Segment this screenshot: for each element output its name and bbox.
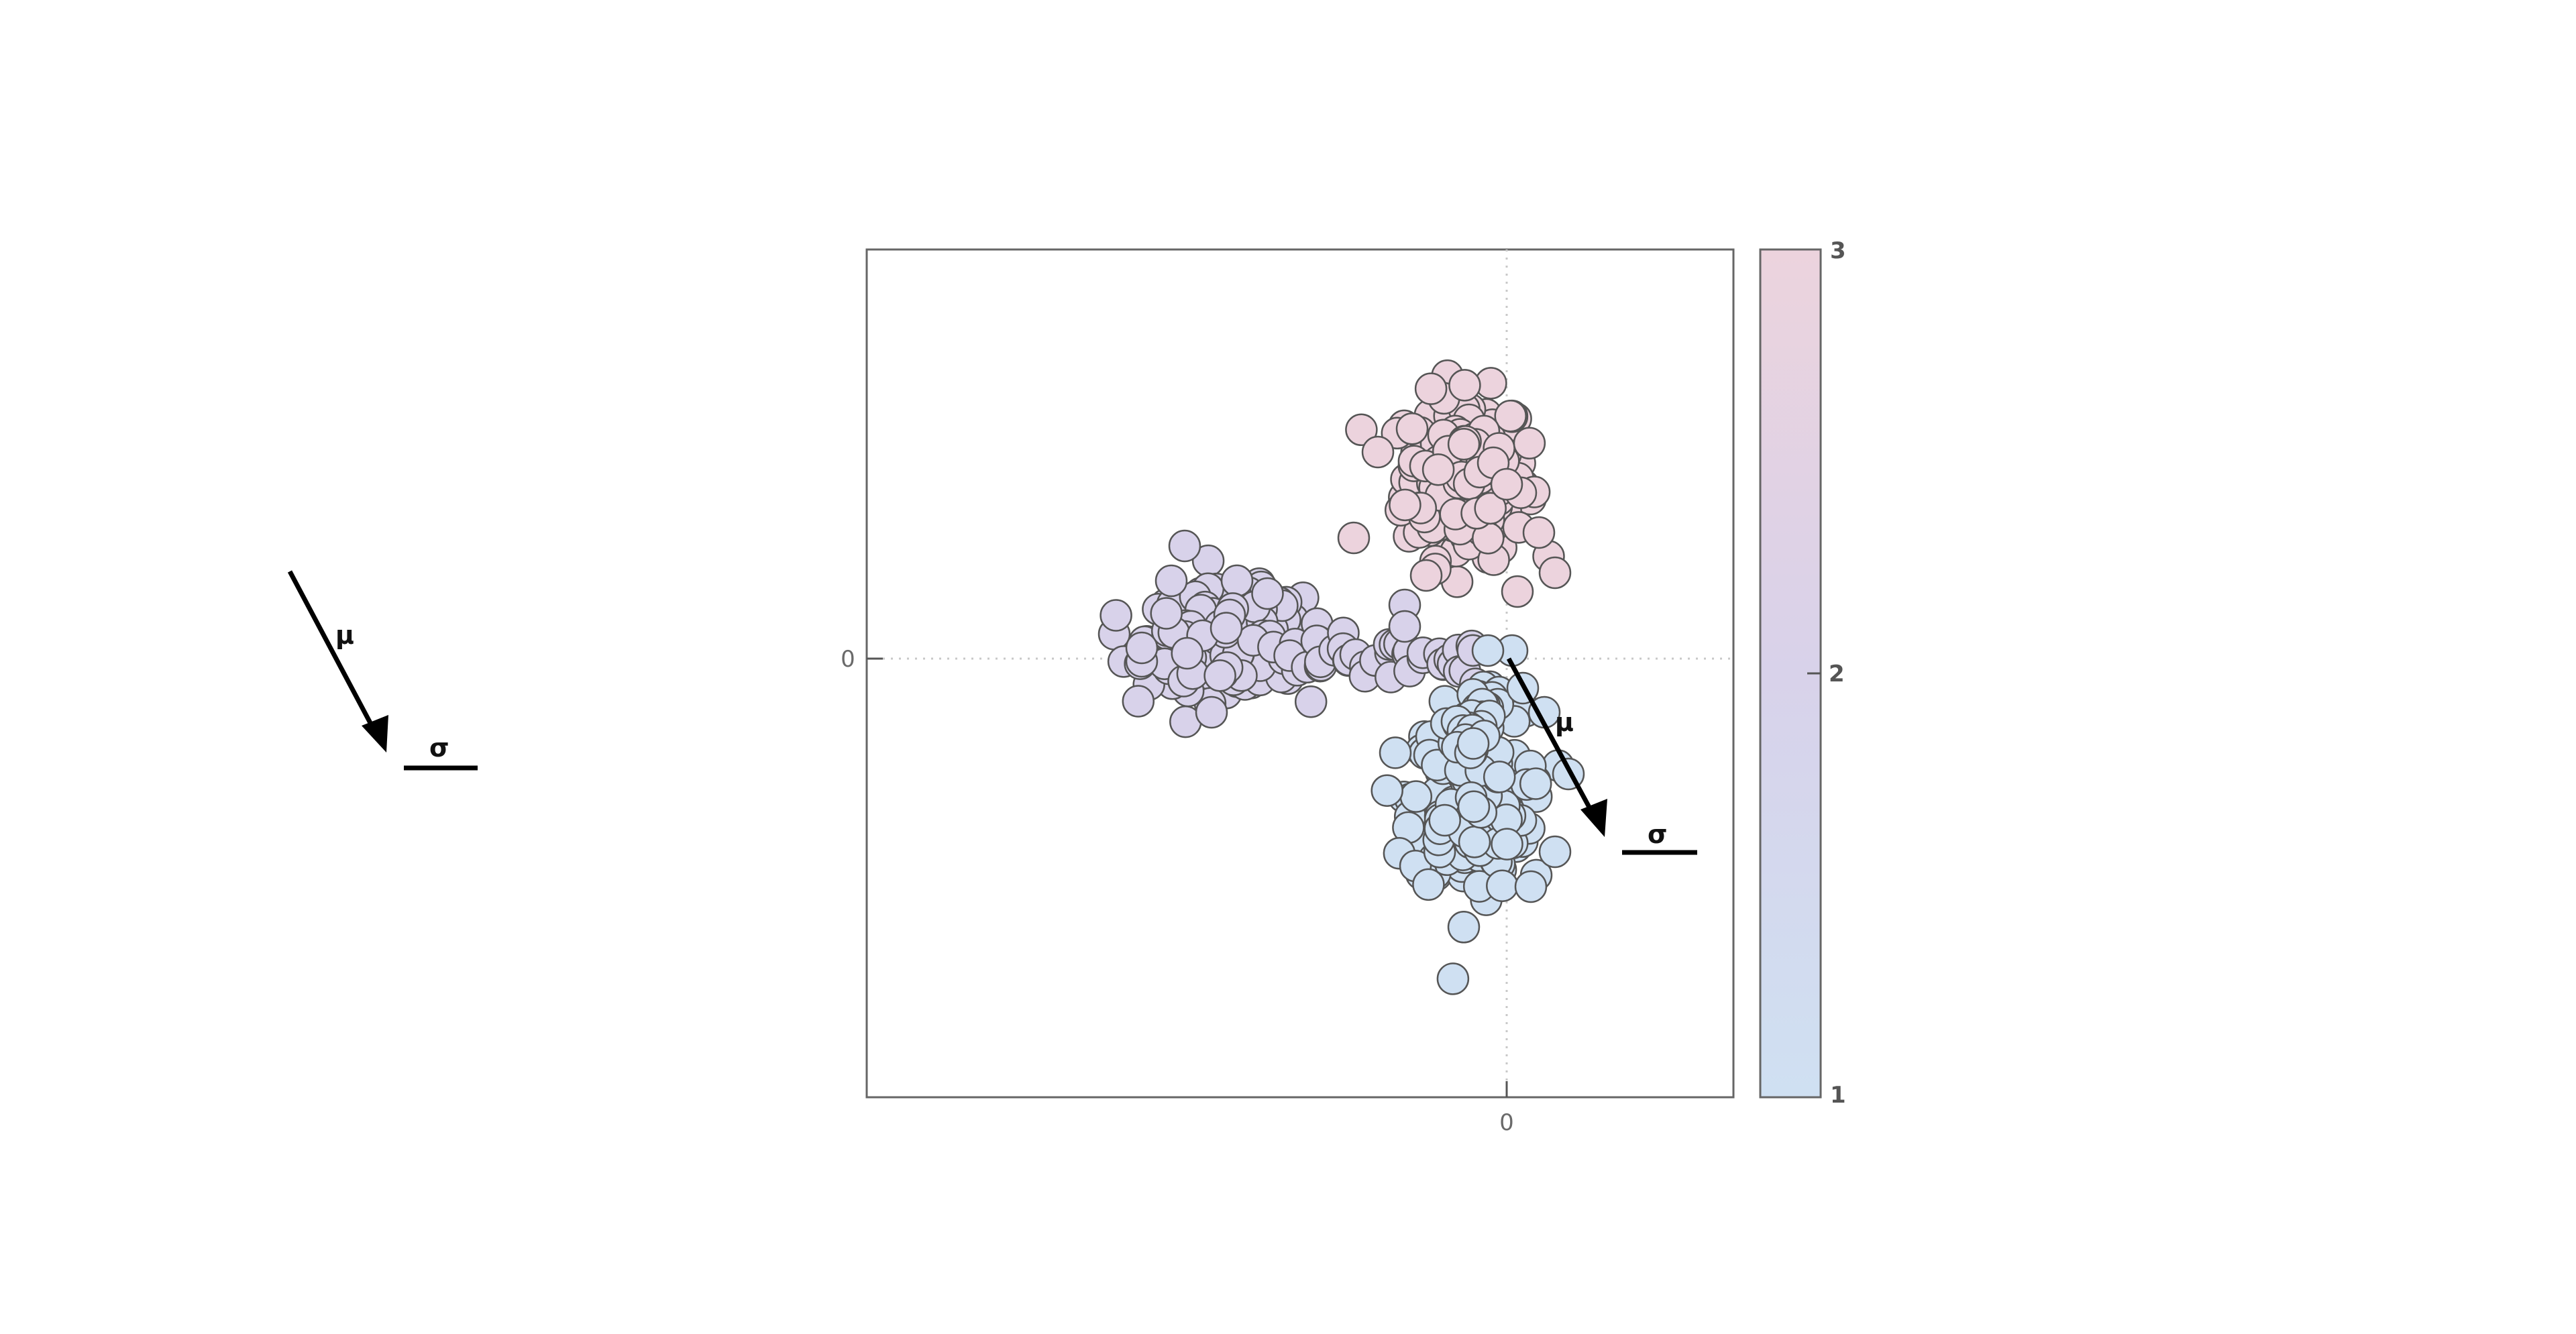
legend-mu-label: μ <box>335 620 354 650</box>
scatter-point-cluster-3 <box>1448 369 1481 402</box>
scatter-point-cluster-2 <box>1220 564 1254 598</box>
colorbar-label-3: 3 <box>1830 237 1846 264</box>
scatter-point-cluster-1 <box>1457 790 1491 823</box>
scatter-point-cluster-1 <box>1412 868 1445 901</box>
scatter-point-cluster-1 <box>1436 962 1470 995</box>
scatter-point-cluster-2 <box>1099 599 1132 632</box>
scatter-point-cluster-2 <box>1150 597 1183 630</box>
scatter-point-cluster-1 <box>1379 736 1412 769</box>
plot-mu-arrowhead <box>1580 799 1607 837</box>
plot-sigma-label: σ <box>1648 820 1668 849</box>
scatter-point-cluster-3 <box>1361 435 1395 469</box>
scatter-point-cluster-1 <box>1483 761 1516 793</box>
legend-mu-arrowhead <box>362 715 388 753</box>
scatter-point-cluster-2 <box>1210 612 1243 645</box>
legend-mu-arrow <box>287 570 384 744</box>
scatter-point-cluster-1 <box>1371 774 1403 807</box>
scatter-point-cluster-3 <box>1513 427 1546 460</box>
x-tick-label: 0 <box>1499 1109 1514 1136</box>
legend: μ σ <box>287 570 478 771</box>
scatter-point-cluster-3 <box>1414 372 1448 405</box>
scatter-point-cluster-1 <box>1471 634 1505 667</box>
scatter-point-cluster-3 <box>1474 492 1507 525</box>
scatter-point-cluster-2 <box>1155 564 1188 598</box>
plot-mu-arrow <box>1506 657 1603 828</box>
scatter-point-cluster-2 <box>1195 696 1228 729</box>
scatter-point-cluster-3 <box>1421 453 1455 486</box>
scatter-point-cluster-3 <box>1409 559 1443 592</box>
scatter-point-cluster-3 <box>1337 521 1371 555</box>
scatter-point-cluster-2 <box>1294 685 1328 718</box>
colorbar-label-2: 2 <box>1829 661 1845 687</box>
scatter-point-cluster-2 <box>1122 685 1155 718</box>
scatter-point-cluster-1 <box>1538 835 1572 869</box>
plot-mu-label: μ <box>1555 708 1574 737</box>
scatter-point-cluster-2 <box>1251 577 1284 610</box>
scatter-point-cluster-2 <box>1203 659 1236 692</box>
scatter-point-cluster-1 <box>1428 803 1461 837</box>
scatter-point-cluster-3 <box>1490 467 1523 501</box>
points-layer <box>1097 359 1585 995</box>
scatter-point-cluster-1 <box>1456 727 1490 760</box>
scatter-point-cluster-3 <box>1522 516 1556 549</box>
colorbar: 3 2 1 <box>1759 237 1846 1109</box>
scatter-point-cluster-1 <box>1447 911 1481 944</box>
scatter-point-cluster-3 <box>1538 556 1572 590</box>
colorbar-label-1: 1 <box>1830 1082 1846 1109</box>
scatter-point-cluster-1 <box>1399 780 1433 813</box>
scatter-point-cluster-3 <box>1447 428 1481 461</box>
scatter-point-cluster-3 <box>1345 413 1378 447</box>
plot-annotation: μ σ <box>1506 657 1697 855</box>
scatter-point-cluster-1 <box>1486 869 1519 902</box>
legend-sigma-label: σ <box>429 733 449 763</box>
scatter-point-cluster-2 <box>1388 610 1421 643</box>
scatter-point-cluster-3 <box>1389 488 1421 522</box>
scatter-point-cluster-3 <box>1501 575 1534 608</box>
scatter-point-cluster-2 <box>1171 636 1203 670</box>
scatter-point-cluster-3 <box>1494 400 1527 433</box>
scatter-point-cluster-2 <box>1168 529 1201 563</box>
scatter-point-cluster-1 <box>1519 767 1552 800</box>
scatter-point-cluster-1 <box>1458 826 1491 858</box>
y-tick-label: 0 <box>841 646 855 673</box>
scatter-point-cluster-1 <box>1491 828 1523 860</box>
scatter-point-cluster-1 <box>1514 870 1548 903</box>
scatter-point-cluster-2 <box>1125 631 1159 665</box>
scatter-point-cluster-3 <box>1395 412 1429 445</box>
